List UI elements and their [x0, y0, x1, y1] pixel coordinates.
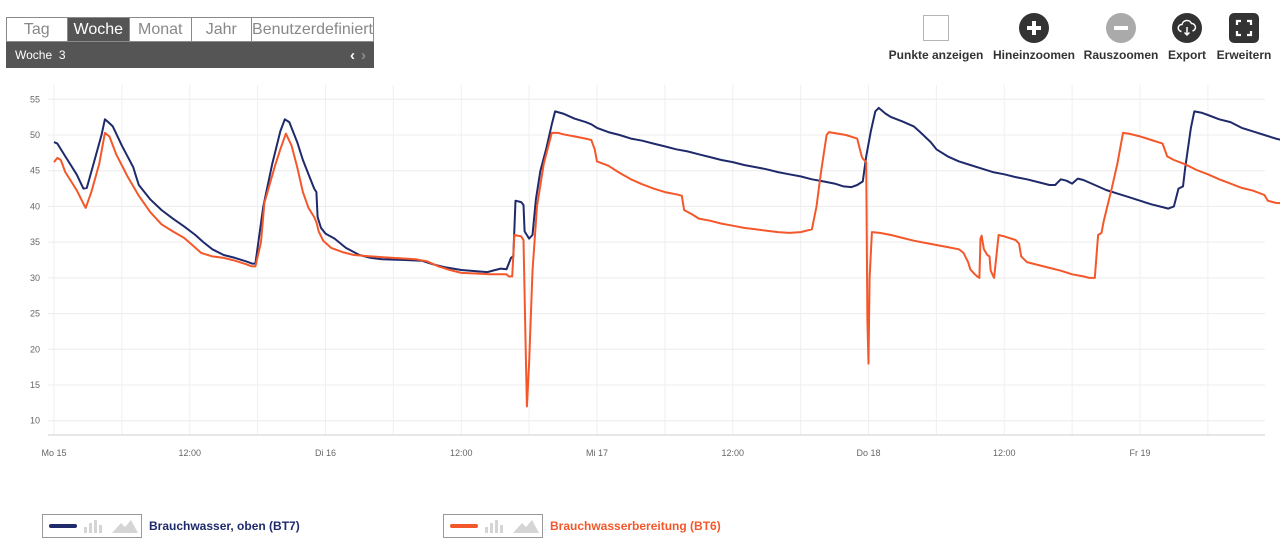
series-line-bt7	[53, 106, 1280, 274]
y-tick-label: 40	[30, 201, 40, 211]
legend-toggle-bt6[interactable]	[443, 514, 543, 538]
week-label: Woche	[15, 48, 53, 62]
cloud-download-icon	[1172, 13, 1202, 43]
tab-woche[interactable]: Woche	[67, 18, 131, 41]
week-bar: Woche 3 ‹ ›	[6, 42, 374, 68]
week-display: Woche 3	[15, 48, 66, 62]
minus-icon	[1106, 13, 1136, 43]
zoom-out-button[interactable]: Rauszoomen	[1084, 13, 1158, 62]
tab-jahr[interactable]: Jahr	[192, 18, 253, 41]
y-tick-label: 15	[30, 380, 40, 390]
chevron-left-icon[interactable]: ‹	[350, 46, 355, 64]
area-chart-icon	[112, 520, 138, 533]
export-button[interactable]: Export	[1166, 13, 1208, 62]
chevron-right-icon[interactable]: ›	[361, 46, 366, 64]
area-chart-icon	[513, 520, 539, 533]
bar-chart-icon	[84, 520, 102, 533]
legend-toggle-bt7[interactable]	[42, 514, 142, 538]
show-points-label: Punkte anzeigen	[888, 48, 984, 62]
y-tick-label: 20	[30, 344, 40, 354]
legend-item-bt6[interactable]: Brauchwasserbereitung (BT6)	[443, 514, 721, 538]
y-tick-label: 45	[30, 166, 40, 176]
zoom-in-label: Hineinzoomen	[992, 48, 1075, 62]
tab-tag[interactable]: Tag	[7, 18, 68, 41]
series-line-bt6	[53, 131, 1280, 408]
temperature-chart[interactable]: 10 15 20 25 30 35 40 45 50 55 Mo 15 12:00 Di 16 12:00…	[0, 85, 1280, 470]
week-arrows: ‹ ›	[350, 48, 366, 63]
bar-chart-icon	[485, 520, 503, 533]
zoom-out-label: Rauszoomen	[1083, 48, 1159, 62]
y-tick-label: 30	[30, 273, 40, 283]
legend-item-bt7[interactable]: Brauchwasser, oben (BT7)	[42, 514, 300, 538]
expand-icon	[1229, 13, 1259, 43]
export-label: Export	[1167, 48, 1206, 62]
period-selector: Tag Woche Monat Jahr Benutzerdefiniert W…	[6, 17, 374, 68]
week-number: 3	[58, 48, 66, 62]
x-tick-label: Mo 15	[41, 448, 66, 458]
y-tick-label: 25	[30, 309, 40, 319]
x-tick-label: 12:00	[993, 448, 1016, 458]
legend-label-bt6: Brauchwasserbereitung (BT6)	[550, 519, 721, 533]
legend-swatch-bt7	[49, 524, 77, 528]
legend-label-bt7: Brauchwasser, oben (BT7)	[149, 519, 300, 533]
show-points-checkbox[interactable]	[923, 15, 949, 41]
x-tick-label: 12:00	[178, 448, 201, 458]
tab-benutzerdefiniert[interactable]: Benutzerdefiniert	[252, 20, 373, 38]
y-tick-label: 55	[30, 94, 40, 104]
x-tick-label: Do 18	[856, 448, 880, 458]
y-tick-label: 35	[30, 237, 40, 247]
period-tabs: Tag Woche Monat Jahr Benutzerdefiniert	[6, 17, 374, 42]
show-points-control[interactable]: Punkte anzeigen	[889, 13, 983, 62]
plus-icon	[1019, 13, 1049, 43]
expand-button[interactable]: Erweitern	[1216, 13, 1272, 62]
expand-label: Erweitern	[1216, 48, 1272, 62]
x-tick-label: Mi 17	[586, 448, 608, 458]
x-tick-label: Di 16	[315, 448, 336, 458]
x-tick-label: Fr 19	[1129, 448, 1150, 458]
y-tick-label: 10	[30, 416, 40, 426]
x-tick-label: 12:00	[721, 448, 744, 458]
x-tick-label: 12:00	[450, 448, 473, 458]
legend-swatch-bt6	[450, 524, 478, 528]
tab-monat[interactable]: Monat	[130, 18, 192, 41]
zoom-in-button[interactable]: Hineinzoomen	[992, 13, 1076, 62]
y-tick-label: 50	[30, 130, 40, 140]
